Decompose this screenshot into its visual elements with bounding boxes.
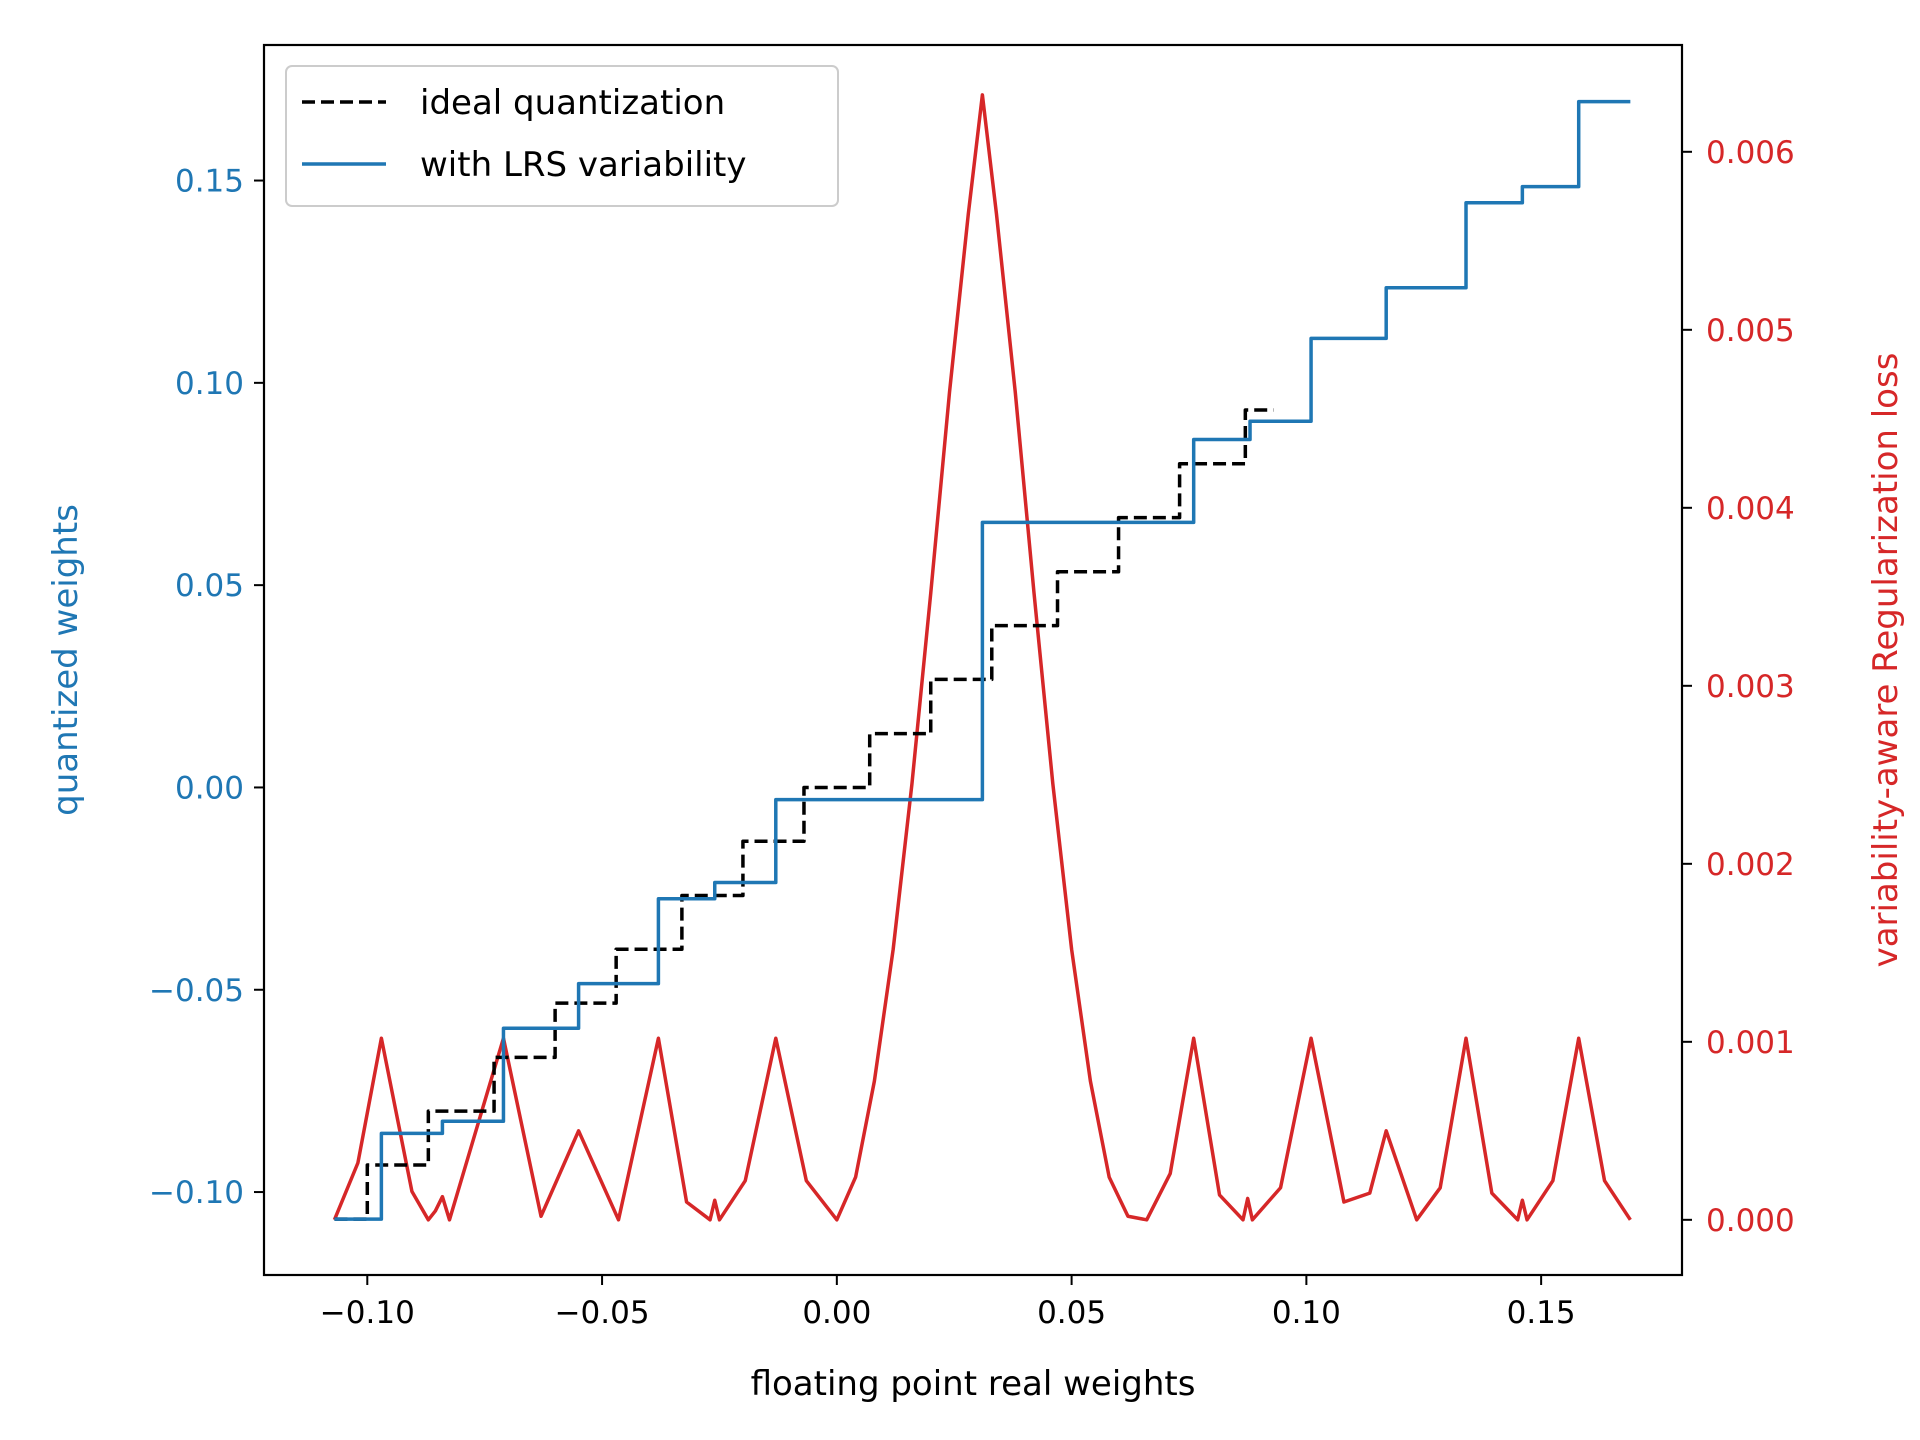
y-right-tick-label: 0.001 (1706, 1025, 1795, 1061)
y-axis-left-label: quantized weights (46, 504, 86, 816)
y-right-tick-label: 0.004 (1706, 491, 1795, 527)
y-right-tick-label: 0.000 (1706, 1203, 1795, 1239)
x-tick-label: −0.10 (320, 1295, 415, 1331)
x-axis: −0.10 −0.05 0.00 0.05 0.10 0.15 (320, 1275, 1576, 1331)
plot-area (332, 93, 1632, 1222)
y-left-tick-label: 0.10 (175, 366, 244, 402)
y-axis-right: 0.000 0.001 0.002 0.003 0.004 0.005 0.006 (1682, 135, 1795, 1239)
x-tick-label: −0.05 (555, 1295, 650, 1331)
series-regularization-loss (332, 93, 1632, 1222)
y-left-tick-label: 0.00 (175, 770, 244, 806)
series-lrs-variability (334, 99, 1631, 1221)
y-right-tick-label: 0.003 (1706, 669, 1795, 705)
legend-box (285, 65, 839, 207)
y-left-tick-label: 0.05 (175, 568, 244, 604)
x-tick-label: 0.00 (802, 1295, 871, 1331)
y-right-tick-label: 0.006 (1706, 135, 1795, 171)
y-left-tick-label: −0.05 (149, 973, 244, 1009)
y-axis-left: −0.10 −0.05 0.00 0.05 0.10 0.15 (149, 164, 264, 1211)
y-axis-right-label: variability-aware Regularization loss (1866, 353, 1906, 968)
legend-label-ideal: ideal quantization (420, 83, 725, 123)
y-left-tick-label: 0.15 (175, 164, 244, 200)
x-tick-label: 0.05 (1037, 1295, 1106, 1331)
series-ideal-quantization (334, 408, 1274, 1221)
legend-label-lrs: with LRS variability (420, 145, 747, 185)
x-tick-label: 0.10 (1272, 1295, 1341, 1331)
legend: ideal quantization with LRS variability (285, 65, 839, 207)
y-left-tick-label: −0.10 (149, 1175, 244, 1211)
series-layer (332, 93, 1632, 1222)
y-right-tick-label: 0.002 (1706, 847, 1795, 883)
x-axis-label: floating point real weights (751, 1364, 1196, 1404)
plot-frame (262, 43, 1684, 1277)
y-right-tick-label: 0.005 (1706, 313, 1795, 349)
x-tick-label: 0.15 (1507, 1295, 1576, 1331)
